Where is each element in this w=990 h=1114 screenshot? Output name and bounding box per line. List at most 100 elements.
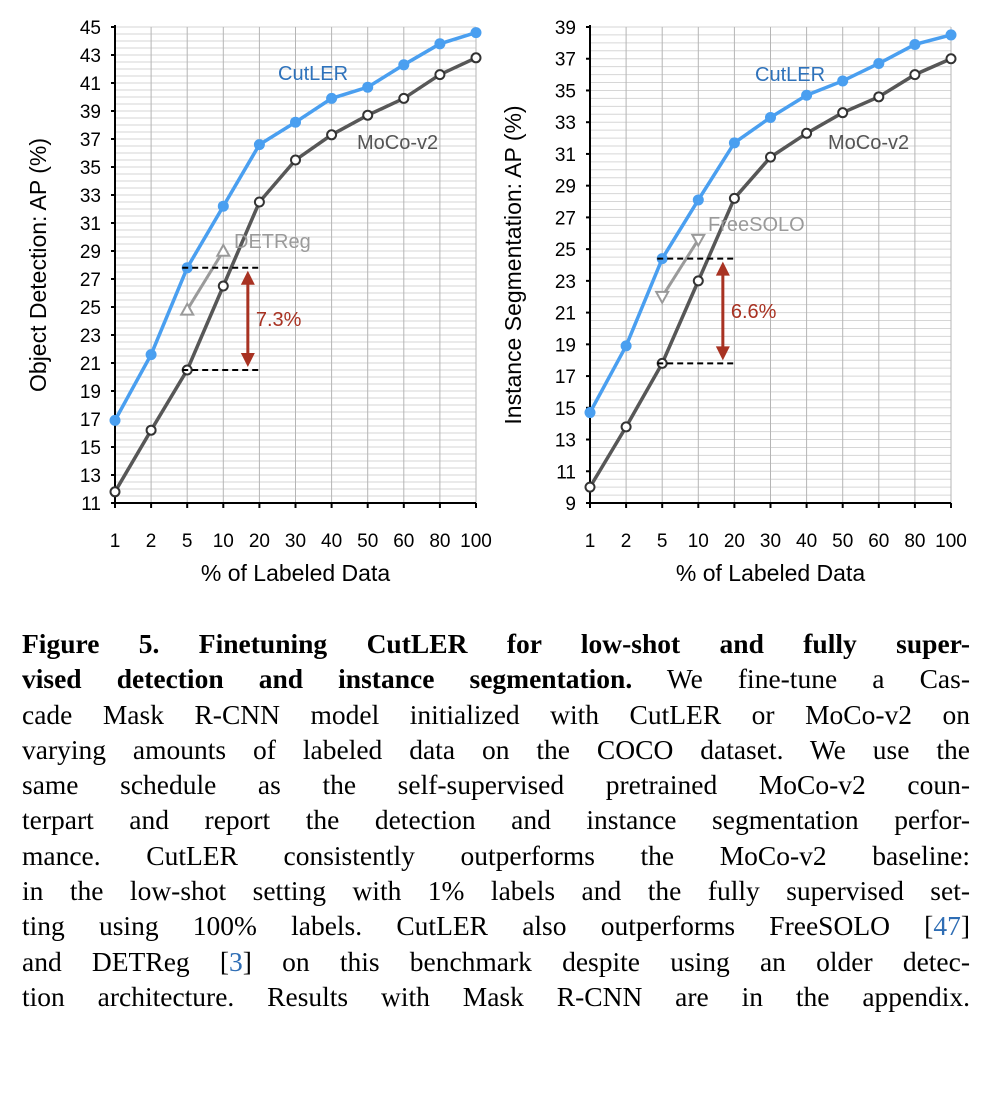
- caption-text: ]: [960, 910, 970, 942]
- series-label-freesolo: FreeSOLO: [708, 214, 805, 236]
- data-point-cutler: [217, 200, 229, 212]
- caption-text: mance. CutLER consistently outperforms t…: [22, 839, 970, 871]
- series-label-moco-v2: MoCo-v2: [357, 132, 438, 154]
- y-tick-label: 43: [80, 46, 101, 67]
- data-point-moco-v2: [362, 109, 374, 121]
- x-tick-label: 80: [904, 531, 925, 552]
- y-tick-label: 35: [80, 158, 101, 179]
- y-tick-label: 15: [555, 399, 576, 420]
- data-point-cutler: [398, 59, 410, 71]
- data-point-moco-v2: [728, 192, 740, 204]
- data-point-cutler: [620, 340, 632, 352]
- y-tick-label: 15: [80, 438, 101, 459]
- citation-link[interactable]: 47: [933, 910, 961, 942]
- citation-link[interactable]: 3: [229, 945, 243, 977]
- y-tick-label: 29: [80, 242, 101, 263]
- x-tick-label: 10: [688, 531, 709, 552]
- caption-line: mance. CutLER consistently outperforms t…: [22, 838, 970, 873]
- y-axis-label: Object Detection: AP (%): [25, 138, 51, 392]
- data-point-moco-v2: [145, 424, 157, 436]
- y-tick-label: 41: [80, 74, 101, 95]
- y-tick-label: 11: [81, 494, 101, 515]
- gap-annotation-label: 6.6%: [731, 301, 777, 323]
- y-tick-label: 21: [80, 354, 101, 375]
- series-label-moco-v2: MoCo-v2: [828, 132, 909, 154]
- data-point-moco-v2: [909, 69, 921, 81]
- x-tick-label: 40: [321, 531, 342, 552]
- caption-text: same schedule as the self-supervised pre…: [22, 769, 970, 801]
- x-tick-label: 60: [393, 531, 414, 552]
- series-line-detreg: [185, 250, 225, 311]
- y-tick-label: 33: [555, 113, 576, 134]
- gap-arrow-down-head: [715, 346, 730, 361]
- caption-text: cade Mask R-CNN model initialized with C…: [22, 698, 970, 730]
- gap-annotation-label: 7.3%: [256, 309, 302, 331]
- figure-caption: Figure 5. Finetuning CutLER for low-shot…: [22, 626, 970, 1014]
- caption-line: same schedule as the self-supervised pre…: [22, 767, 970, 802]
- data-point-cutler: [909, 38, 921, 50]
- x-tick-label: 10: [213, 531, 234, 552]
- x-tick-label: 2: [146, 531, 157, 552]
- caption-line: vised detection and instance segmentatio…: [22, 661, 970, 696]
- y-tick-label: 45: [80, 18, 101, 39]
- data-point-cutler: [145, 349, 157, 361]
- x-tick-label: 30: [285, 531, 306, 552]
- y-tick-label: 19: [555, 335, 576, 356]
- y-axis-label: Instance Segmentation: AP (%): [500, 105, 526, 424]
- caption-title-text: vised detection and instance segmentatio…: [22, 663, 633, 695]
- data-point-cutler: [290, 116, 301, 128]
- x-tick-label: 5: [182, 531, 193, 552]
- y-tick-label: 23: [555, 272, 576, 293]
- series-label-detreg: DETReg: [234, 231, 311, 253]
- data-point-moco-v2: [692, 275, 704, 287]
- series-line-freesolo: [660, 238, 700, 298]
- data-point-moco-v2: [109, 486, 121, 498]
- y-tick-label: 25: [555, 240, 576, 261]
- y-tick-label: 9: [565, 494, 576, 515]
- caption-text: varying amounts of labeled data on the C…: [22, 733, 970, 765]
- x-tick-label: 1: [585, 531, 596, 552]
- data-point-cutler: [765, 111, 776, 123]
- y-tick-label: 11: [556, 462, 576, 483]
- data-point-moco-v2: [620, 421, 632, 433]
- data-point-moco-v2: [326, 129, 338, 141]
- data-point-moco-v2: [837, 107, 849, 119]
- y-tick-label: 27: [80, 270, 101, 291]
- data-point-cutler: [253, 139, 265, 151]
- y-tick-label: 17: [555, 367, 576, 388]
- y-tick-label: 35: [555, 81, 576, 102]
- x-tick-label: 50: [357, 531, 378, 552]
- data-point-moco-v2: [217, 280, 229, 292]
- x-tick-label: 2: [621, 531, 632, 552]
- data-point-moco-v2: [765, 151, 776, 163]
- caption-title-text: Figure 5. Finetuning CutLER for low-shot…: [22, 628, 970, 659]
- data-point-cutler: [728, 137, 740, 149]
- series-label-cutler: CutLER: [278, 63, 348, 85]
- data-point-cutler: [945, 29, 957, 41]
- data-point-detreg: [179, 301, 195, 316]
- caption-text: terpart and report the detection and ins…: [22, 804, 970, 836]
- y-tick-label: 37: [80, 130, 101, 151]
- data-point-cutler: [362, 81, 374, 93]
- data-point-cutler: [470, 27, 482, 39]
- data-point-cutler: [326, 92, 338, 104]
- data-point-cutler: [801, 89, 813, 101]
- data-point-moco-v2: [873, 91, 885, 103]
- gap-arrow-down-head: [240, 353, 255, 367]
- data-point-moco-v2: [290, 154, 301, 166]
- caption-text: in the low-shot setting with 1% labels a…: [22, 875, 970, 907]
- caption-text: ting using 100% labels. CutLER also outp…: [22, 910, 934, 942]
- y-tick-label: 39: [80, 102, 101, 123]
- data-point-cutler: [109, 414, 121, 426]
- y-tick-label: 27: [555, 208, 576, 229]
- y-tick-label: 39: [555, 18, 576, 39]
- data-point-moco-v2: [253, 196, 265, 208]
- y-tick-label: 37: [555, 50, 576, 71]
- caption-line: varying amounts of labeled data on the C…: [22, 732, 970, 767]
- x-tick-label: 30: [760, 531, 781, 552]
- x-tick-label: 100: [460, 531, 492, 552]
- data-point-freesolo: [654, 290, 670, 305]
